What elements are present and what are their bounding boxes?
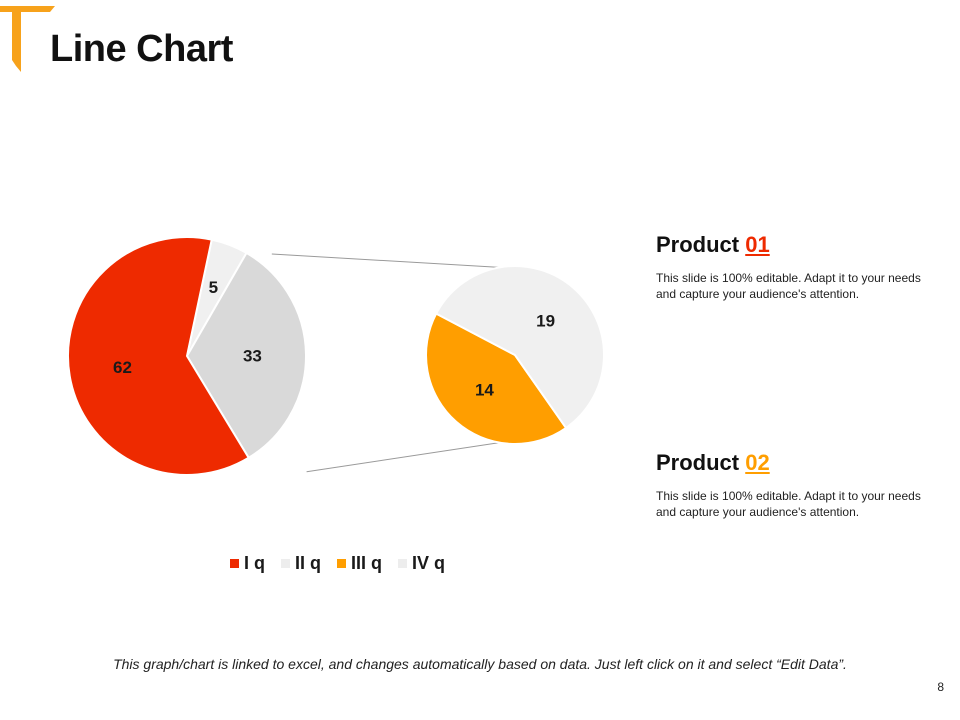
- data-label-33: 33: [243, 346, 262, 365]
- legend-swatch: [398, 559, 407, 568]
- chart-legend: I q II q III q IV q: [230, 553, 445, 574]
- legend-label: II q: [295, 553, 321, 573]
- product-number: 02: [745, 450, 770, 475]
- product-01-block: Product 01 This slide is 100% editable. …: [656, 232, 936, 302]
- footnote: This graph/chart is linked to excel, and…: [113, 656, 847, 672]
- product-label: Product: [656, 450, 746, 475]
- secondary-slice-iii-q: [425, 312, 568, 445]
- product-number: 01: [745, 232, 770, 257]
- product-02-block: Product 02 This slide is 100% editable. …: [656, 450, 936, 520]
- page-title: Line Chart: [50, 28, 233, 70]
- data-label-62: 62: [113, 358, 132, 377]
- legend-swatch: [230, 559, 239, 568]
- product-description: This slide is 100% editable. Adapt it to…: [656, 271, 921, 301]
- pie-labels: 5 33 62 14 19: [113, 278, 555, 400]
- page-number: 8: [937, 680, 944, 694]
- data-label-19: 19: [536, 311, 555, 330]
- legend-item: II q: [281, 553, 321, 574]
- data-label-5: 5: [209, 278, 218, 297]
- legend-item: III q: [337, 553, 382, 574]
- legend-swatch: [337, 559, 346, 568]
- product-description: This slide is 100% editable. Adapt it to…: [656, 489, 921, 519]
- pie-slice-ii-q: [185, 251, 307, 460]
- pie-connector-lines: [271, 253, 500, 473]
- data-label-14: 14: [475, 381, 494, 400]
- product-title: Product 02: [656, 450, 936, 476]
- pie-slice-i-q: [67, 236, 251, 476]
- legend-swatch: [281, 559, 290, 568]
- legend-item: IV q: [398, 553, 445, 574]
- product-label: Product: [656, 232, 746, 257]
- legend-label: I q: [244, 553, 265, 573]
- secondary-pie: [425, 265, 605, 445]
- legend-label: IV q: [412, 553, 446, 573]
- main-pie: [67, 236, 307, 476]
- connector-line-bottom: [306, 442, 500, 473]
- product-title: Product 01: [656, 232, 936, 258]
- secondary-slice-iv-q: [434, 265, 605, 430]
- connector-line-top: [271, 253, 500, 268]
- pie-of-pie-chart: 5 33 62 14 19: [67, 236, 605, 476]
- legend-label: III q: [351, 553, 382, 573]
- legend-item: I q: [230, 553, 265, 574]
- logo-icon: [0, 6, 55, 72]
